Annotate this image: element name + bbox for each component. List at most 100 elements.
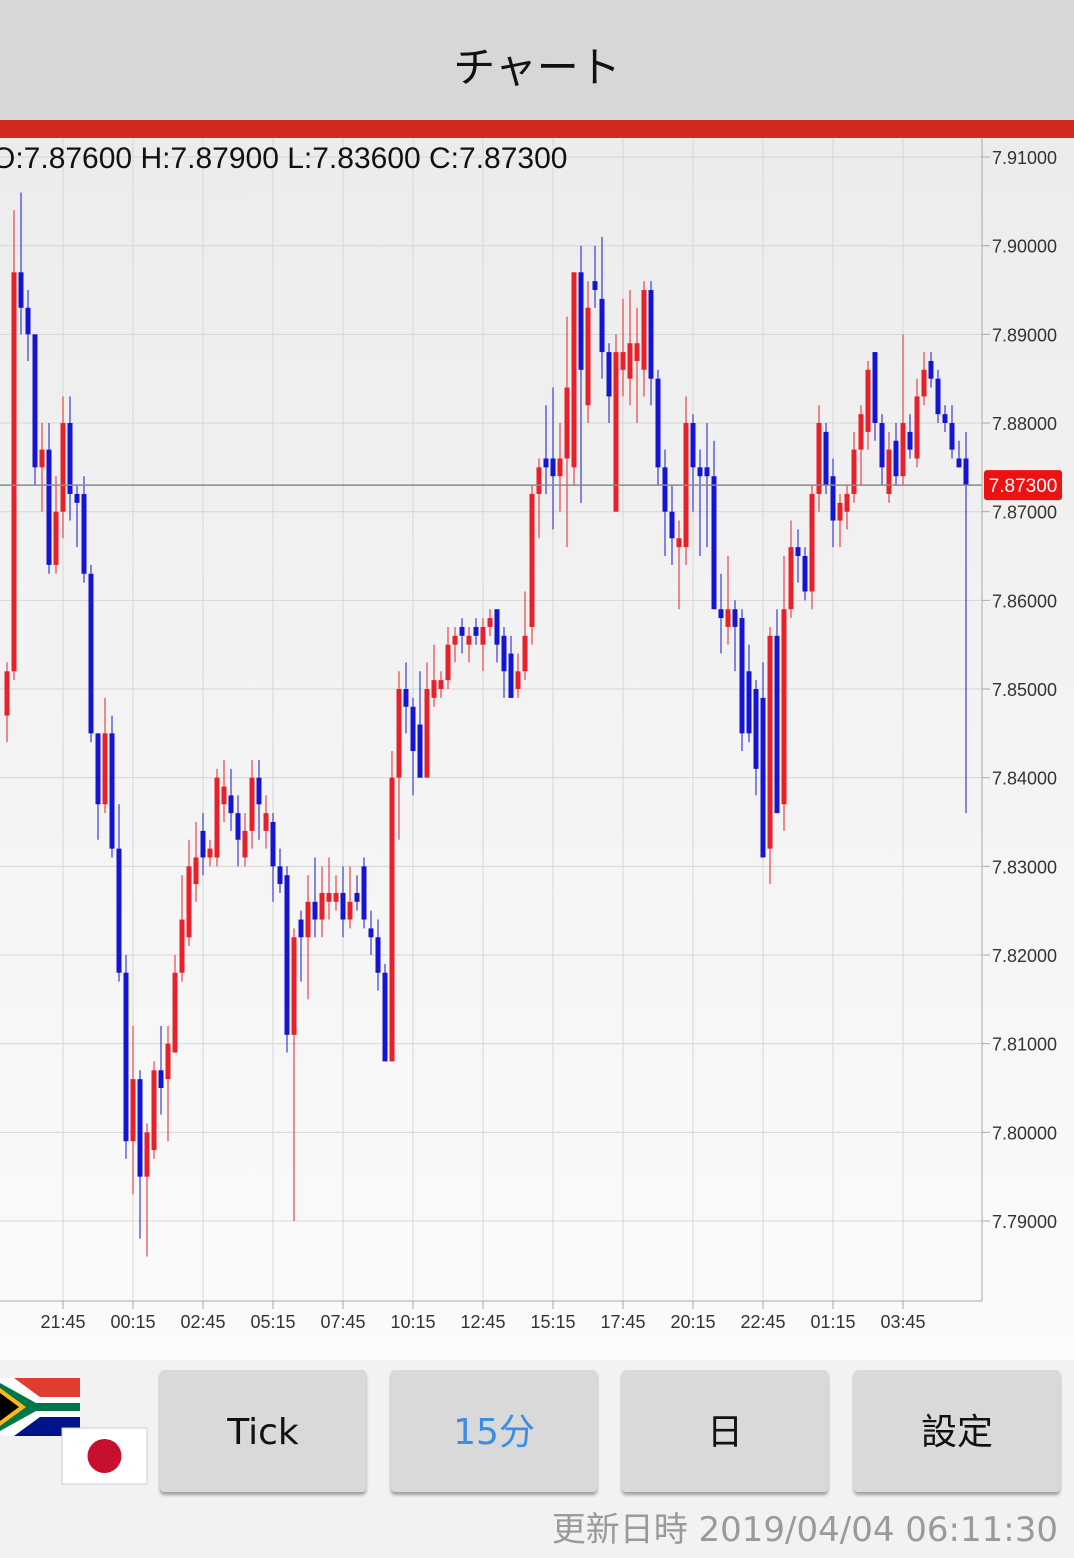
- y-tick-label: 7.88000: [992, 414, 1057, 434]
- candle-body: [921, 369, 927, 397]
- x-tick-label: 15:15: [530, 1312, 575, 1332]
- candle-body: [963, 458, 969, 486]
- candle-body: [46, 449, 52, 565]
- settings-button[interactable]: 設定: [854, 1370, 1060, 1492]
- candle-body: [480, 626, 486, 645]
- candle-body: [312, 901, 318, 920]
- candle-body: [291, 937, 297, 1035]
- candle-body: [592, 281, 598, 291]
- candle-body: [634, 343, 640, 361]
- candle-body: [382, 972, 388, 1062]
- candle-body: [830, 476, 836, 521]
- candle-body: [326, 892, 332, 902]
- candle-body: [11, 272, 17, 672]
- candle-body: [627, 343, 633, 379]
- candle-body: [221, 786, 227, 805]
- candle-body: [18, 272, 24, 308]
- candle-body: [599, 298, 605, 353]
- candle-body: [956, 458, 962, 468]
- candle-body: [571, 272, 577, 468]
- candle-body: [396, 689, 402, 778]
- candle-body: [438, 680, 444, 690]
- candle-body: [270, 822, 276, 867]
- y-tick-label: 7.90000: [992, 237, 1057, 257]
- candle-body: [816, 423, 822, 494]
- candle-body: [704, 467, 710, 477]
- candle-body: [39, 449, 45, 468]
- update-time: 更新日時 2019/04/04 06:11:30: [552, 1502, 1058, 1551]
- candle-body: [858, 414, 864, 450]
- candle-body: [564, 387, 570, 459]
- candle-body: [116, 848, 122, 973]
- x-tick-label: 01:15: [810, 1312, 855, 1332]
- candle-body: [60, 423, 66, 512]
- x-tick-label: 22:45: [740, 1312, 785, 1332]
- candle-body: [32, 334, 38, 468]
- x-tick-label: 17:45: [600, 1312, 645, 1332]
- y-tick-label: 7.82000: [992, 946, 1057, 966]
- candle-body: [725, 609, 731, 627]
- y-tick-label: 7.83000: [992, 857, 1057, 877]
- y-tick-label: 7.85000: [992, 680, 1057, 700]
- x-tick-label: 07:45: [320, 1312, 365, 1332]
- candle-body: [186, 866, 192, 938]
- daily-button[interactable]: 日: [622, 1370, 828, 1492]
- x-tick-label: 05:15: [250, 1312, 295, 1332]
- candle-body: [851, 449, 857, 494]
- plot-area: [0, 192, 982, 1257]
- candle-body: [375, 937, 381, 973]
- candle-body: [655, 378, 661, 468]
- y-tick-label: 7.81000: [992, 1035, 1057, 1055]
- candle-body: [130, 1079, 136, 1142]
- candle-body: [25, 307, 31, 335]
- candle-body: [424, 689, 430, 778]
- candle-body: [207, 848, 213, 858]
- candle-body: [676, 538, 682, 548]
- candle-body: [200, 830, 206, 858]
- candle-body: [214, 777, 220, 858]
- candle-body: [508, 653, 514, 698]
- candle-body: [501, 635, 507, 672]
- interval-button[interactable]: 15分: [391, 1370, 597, 1492]
- candle-body: [690, 423, 696, 468]
- candle-body: [431, 680, 437, 698]
- candle-body: [494, 609, 500, 645]
- candle-body: [305, 901, 311, 938]
- candle-body: [522, 635, 528, 672]
- candle-body: [389, 777, 395, 1062]
- candle-body: [529, 493, 535, 627]
- candle-body: [368, 928, 374, 938]
- candle-body: [949, 423, 955, 450]
- candle-body: [137, 1079, 143, 1177]
- candle-body: [662, 467, 668, 512]
- candle-body: [557, 458, 563, 477]
- header: チャート: [0, 0, 1074, 120]
- candle-body: [361, 866, 367, 920]
- candle-body: [235, 813, 241, 840]
- candle-body: [172, 972, 178, 1053]
- candle-body: [263, 813, 269, 831]
- candle-body: [158, 1070, 164, 1089]
- candle-body: [179, 919, 185, 973]
- candle-body: [459, 626, 465, 636]
- candle-body: [123, 972, 129, 1142]
- candle-body: [795, 547, 801, 557]
- candle-body: [144, 1132, 150, 1177]
- candle-body: [823, 431, 829, 486]
- last-price-badge: [984, 470, 1062, 501]
- y-tick-label: 7.89000: [992, 325, 1057, 345]
- candle-body: [711, 476, 717, 610]
- candle-body: [697, 467, 703, 477]
- candle-body: [109, 733, 115, 849]
- candle-body: [774, 635, 780, 814]
- y-tick-label: 7.86000: [992, 591, 1057, 611]
- ohlc-readout: O:7.87600 H:7.87900 L:7.83600 C:7.87300: [0, 142, 567, 175]
- tick-button[interactable]: Tick: [160, 1370, 366, 1492]
- candle-body: [872, 352, 878, 424]
- candle-body: [74, 493, 80, 503]
- candle-body: [165, 1043, 171, 1080]
- candle-body: [844, 493, 850, 512]
- candle-body: [865, 369, 871, 432]
- candle-body: [88, 573, 94, 734]
- candle-body: [837, 502, 843, 521]
